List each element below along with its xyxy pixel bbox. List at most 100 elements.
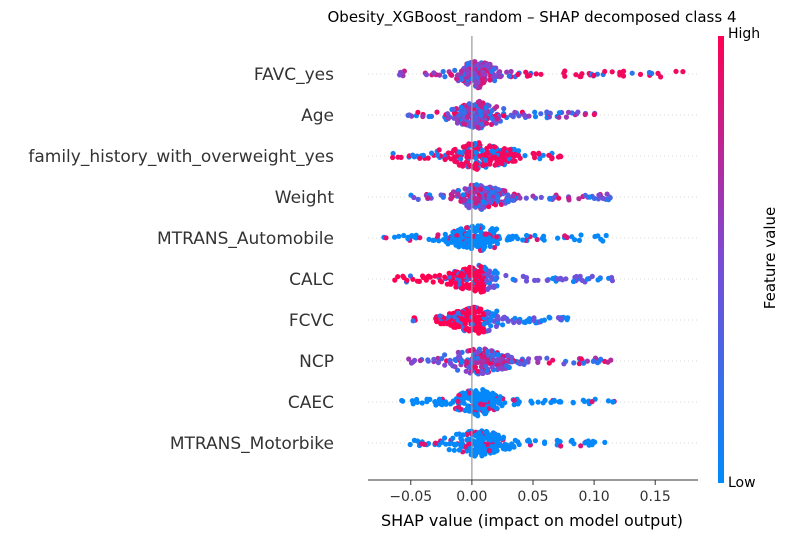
shap-point bbox=[494, 161, 500, 167]
shap-point bbox=[489, 276, 495, 282]
shap-point bbox=[476, 196, 482, 202]
shap-point bbox=[596, 192, 602, 198]
shap-point bbox=[487, 318, 493, 324]
shap-point bbox=[458, 315, 464, 322]
shap-point bbox=[501, 113, 507, 119]
shap-point bbox=[469, 113, 476, 120]
shap-point bbox=[505, 318, 511, 324]
shap-point bbox=[480, 162, 486, 169]
shap-point bbox=[460, 272, 466, 278]
shap-point bbox=[591, 111, 597, 118]
shap-point bbox=[572, 237, 578, 243]
colorbar bbox=[718, 36, 724, 483]
feature-label: Weight bbox=[275, 188, 335, 208]
shap-point bbox=[515, 148, 522, 154]
shap-point bbox=[460, 432, 466, 438]
shap-point bbox=[446, 270, 452, 276]
shap-point bbox=[448, 196, 454, 202]
shap-point bbox=[463, 143, 469, 149]
shap-point bbox=[585, 276, 591, 282]
shap-point bbox=[490, 154, 496, 160]
shap-point bbox=[399, 397, 405, 404]
shap-point bbox=[484, 367, 490, 373]
shap-point bbox=[509, 359, 515, 365]
shap-point bbox=[483, 397, 489, 403]
shap-point bbox=[604, 191, 610, 197]
shap-point bbox=[487, 243, 493, 249]
shap-point bbox=[578, 232, 584, 238]
shap-point bbox=[511, 402, 517, 408]
shap-point bbox=[480, 406, 486, 412]
shap-point bbox=[436, 238, 442, 244]
shap-point bbox=[492, 144, 498, 150]
shap-point bbox=[486, 327, 492, 333]
shap-point bbox=[451, 314, 458, 320]
x-axis-title: SHAP value (impact on model output) bbox=[381, 511, 683, 530]
shap-point bbox=[419, 400, 425, 406]
shap-point bbox=[485, 63, 491, 69]
shap-point bbox=[465, 243, 472, 249]
shap-point bbox=[410, 276, 416, 282]
shap-point bbox=[432, 440, 439, 446]
shap-point bbox=[590, 358, 596, 364]
shap-point bbox=[445, 150, 451, 156]
shap-point bbox=[481, 354, 487, 360]
shap-point bbox=[469, 270, 476, 276]
shap-point bbox=[470, 59, 476, 65]
shap-point bbox=[582, 192, 588, 198]
shap-point bbox=[496, 365, 502, 371]
shap-point bbox=[515, 71, 521, 78]
shap-point bbox=[538, 111, 544, 117]
shap-point bbox=[466, 364, 472, 370]
shap-point bbox=[589, 399, 595, 405]
shap-point bbox=[437, 278, 443, 284]
shap-point bbox=[597, 275, 603, 282]
shap-point bbox=[474, 226, 480, 232]
shap-point bbox=[528, 398, 534, 404]
shap-point bbox=[459, 309, 466, 315]
shap-point bbox=[461, 196, 467, 202]
shap-point bbox=[579, 71, 585, 77]
shap-point bbox=[466, 394, 472, 400]
shap-point bbox=[513, 233, 519, 239]
shap-point bbox=[495, 352, 501, 358]
shap-point bbox=[562, 233, 568, 239]
shap-point bbox=[466, 441, 472, 447]
shap-point bbox=[487, 77, 493, 83]
shap-point bbox=[524, 232, 530, 239]
shap-point bbox=[570, 399, 576, 405]
shap-point bbox=[503, 363, 509, 369]
shap-point bbox=[478, 112, 484, 118]
shap-point bbox=[448, 71, 454, 78]
shap-point bbox=[475, 325, 481, 331]
shap-point bbox=[488, 348, 495, 354]
shap-point bbox=[500, 316, 506, 322]
shap-point bbox=[494, 116, 500, 122]
colorbar-low-label: Low bbox=[728, 475, 756, 491]
shap-point bbox=[411, 234, 418, 240]
shap-point bbox=[539, 235, 545, 242]
shap-point bbox=[407, 441, 413, 448]
shap-point bbox=[557, 153, 563, 159]
shap-point bbox=[532, 232, 538, 239]
shap-point bbox=[455, 404, 462, 410]
shap-point bbox=[461, 110, 467, 116]
shap-point bbox=[481, 288, 487, 294]
shap-point bbox=[434, 152, 441, 158]
shap-point bbox=[571, 360, 577, 366]
shap-point bbox=[431, 70, 437, 76]
shap-point bbox=[423, 72, 430, 78]
shap-point bbox=[505, 152, 511, 158]
shap-point bbox=[473, 397, 479, 403]
shap-point bbox=[538, 194, 544, 200]
shap-point bbox=[464, 359, 470, 365]
shap-point bbox=[637, 71, 644, 77]
shap-point bbox=[390, 154, 396, 161]
shap-point bbox=[396, 233, 402, 239]
shap-point bbox=[474, 355, 481, 361]
shap-point bbox=[475, 368, 481, 374]
shap-point bbox=[477, 239, 483, 245]
shap-point bbox=[464, 225, 470, 231]
shap-point bbox=[542, 440, 548, 446]
shap-point bbox=[489, 108, 495, 114]
